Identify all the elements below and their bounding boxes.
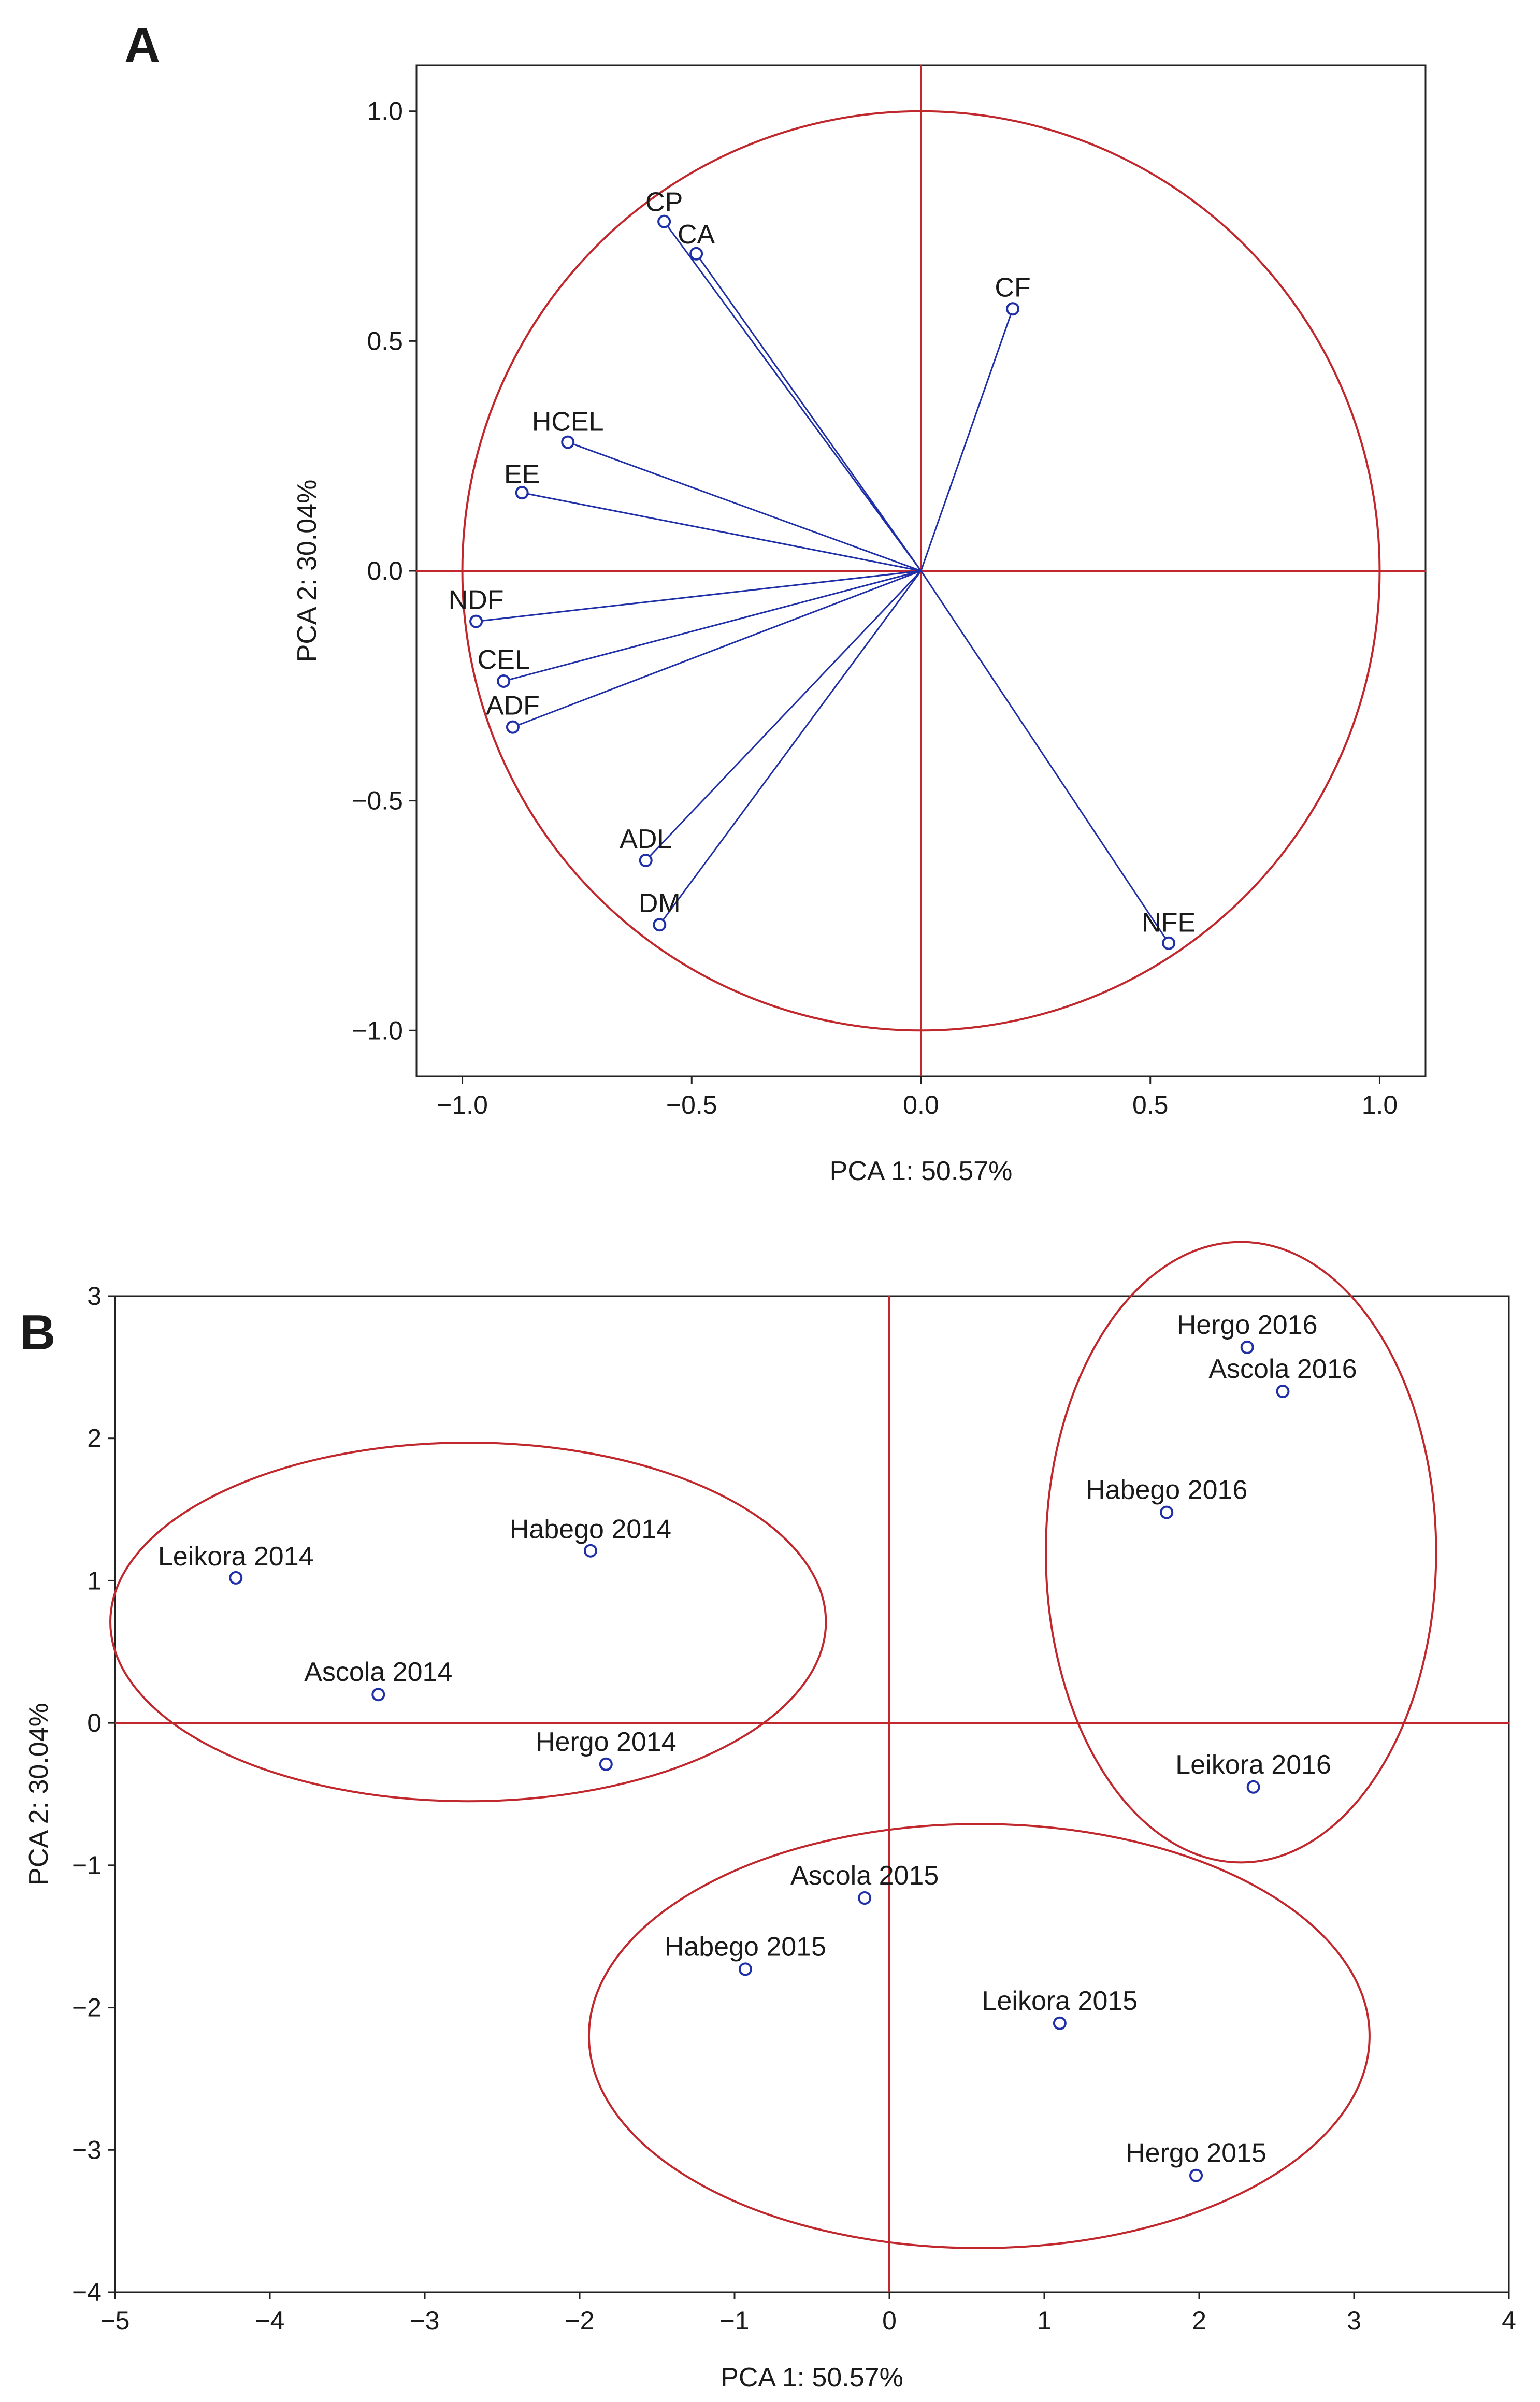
x-tick-label: 2	[1192, 2306, 1206, 2335]
data-point-dm	[653, 918, 667, 932]
y-tick-label: 3	[87, 1282, 102, 1311]
x-axis-title: PCA 1: 50.57%	[721, 2363, 903, 2393]
data-label-adl: ADL	[620, 824, 672, 854]
group-ellipse-2016	[1044, 1241, 1437, 1864]
data-point-ndf	[469, 614, 483, 628]
data-label-habego-2016: Habego 2016	[1086, 1475, 1247, 1505]
data-point-cel	[497, 674, 511, 688]
data-label-nfe: NFE	[1142, 908, 1196, 938]
data-label-hcel: HCEL	[532, 407, 604, 437]
data-label-cel: CEL	[478, 645, 530, 675]
data-label-hergo-2015: Hergo 2015	[1126, 2138, 1266, 2168]
data-label-ascola-2014: Ascola 2014	[304, 1657, 452, 1687]
data-label-ee: EE	[504, 459, 540, 490]
data-point-ascola-2015	[858, 1891, 872, 1905]
x-tick-label: −4	[255, 2306, 284, 2335]
y-tick-label: −2	[72, 1993, 102, 2022]
x-tick-label: −3	[410, 2306, 439, 2335]
group-ellipse-2014	[109, 1441, 827, 1803]
x-tick-label: −1	[719, 2306, 749, 2335]
data-label-hergo-2014: Hergo 2014	[536, 1727, 677, 1757]
data-point-ascola-2016	[1276, 1385, 1290, 1399]
data-label-hergo-2016: Hergo 2016	[1177, 1310, 1318, 1340]
data-point-habego-2014	[583, 1544, 597, 1558]
data-point-cp	[657, 214, 671, 228]
data-point-hergo-2014	[599, 1757, 613, 1771]
data-label-habego-2015: Habego 2015	[665, 1932, 826, 1962]
data-label-ascola-2015: Ascola 2015	[790, 1861, 939, 1891]
data-point-nfe	[1162, 936, 1176, 950]
loading-vector-cp	[663, 221, 922, 571]
loading-vector-ndf	[476, 570, 922, 623]
loading-vector-hcel	[567, 441, 922, 572]
loadings-chart: −1.0 −0.5 0.0 0.5 1.0 −1.0 −0.5 0.0 0.5 1.0 PCA 1:…	[292, 64, 1427, 1186]
y-tick-label: −4	[72, 2278, 102, 2307]
data-label-dm: DM	[639, 888, 681, 918]
y-tick-label: 0	[87, 1708, 102, 1737]
data-point-adl	[639, 853, 653, 867]
data-point-ee	[515, 486, 529, 500]
x-tick-label: 1	[1037, 2306, 1052, 2335]
data-label-ca: CA	[678, 220, 715, 250]
loading-vector-adl	[645, 570, 922, 861]
data-label-leikora-2014: Leikora 2014	[158, 1542, 314, 1572]
data-point-leikora-2014	[229, 1571, 243, 1585]
data-point-leikora-2016	[1246, 1780, 1260, 1794]
data-point-hergo-2016	[1240, 1340, 1254, 1354]
x-axis-title: PCA 1: 50.57%	[830, 1156, 1013, 1186]
loading-vector-ca	[695, 253, 922, 571]
data-point-hcel	[561, 435, 575, 449]
y-tick-label: 2	[87, 1424, 102, 1453]
data-label-adf: ADF	[486, 691, 540, 721]
correlation-circle	[461, 110, 1381, 1032]
y-tick-label: 0.0	[367, 556, 403, 585]
x-tick-label: 0.5	[1132, 1090, 1169, 1119]
loading-vector-cf	[920, 308, 1014, 571]
loading-vector-nfe	[920, 570, 1170, 944]
x-tick-label: −0.5	[666, 1090, 717, 1119]
x-tick-label: 0.0	[903, 1090, 939, 1119]
data-label-leikora-2015: Leikora 2015	[982, 1986, 1138, 2016]
plot-frame	[114, 1295, 1510, 2293]
loading-vector-cel	[503, 570, 922, 682]
y-tick-label: −1.0	[352, 1016, 403, 1045]
x-tick-label: −5	[100, 2306, 129, 2335]
x-tick-label: 0	[882, 2306, 897, 2335]
y-tick-label: −1	[72, 1851, 102, 1880]
panel-a-letter: A	[124, 18, 160, 73]
x-tick-label: 3	[1347, 2306, 1361, 2335]
data-label-ascola-2016: Ascola 2016	[1208, 1354, 1357, 1384]
y-tick-label: 1	[87, 1566, 102, 1595]
data-point-habego-2015	[738, 1962, 752, 1976]
data-point-cf	[1006, 302, 1020, 316]
x-tick-label: 1.0	[1362, 1090, 1398, 1119]
data-point-leikora-2015	[1053, 2016, 1067, 2030]
y-tick-label: −0.5	[352, 786, 403, 815]
x-tick-label: −1.0	[437, 1090, 488, 1119]
data-label-leikora-2016: Leikora 2016	[1175, 1750, 1331, 1780]
data-point-ascola-2014	[371, 1688, 385, 1702]
data-point-ca	[689, 247, 703, 261]
group-ellipse-2015	[587, 1823, 1371, 2249]
data-point-hergo-2015	[1189, 2168, 1203, 2182]
y-tick-label: 0.5	[367, 326, 403, 355]
loading-vector-ee	[522, 492, 922, 572]
x-tick-label: −2	[565, 2306, 594, 2335]
data-label-habego-2014: Habego 2014	[510, 1515, 671, 1545]
y-axis-title: PCA 2: 30.04%	[24, 1703, 54, 1886]
panel-b-letter: B	[20, 1305, 55, 1360]
data-label-ndf: NDF	[449, 585, 504, 615]
y-axis-title: PCA 2: 30.04%	[292, 480, 322, 663]
data-label-cp: CP	[645, 188, 683, 218]
data-point-habego-2016	[1160, 1505, 1174, 1519]
loading-vector-adf	[512, 570, 922, 728]
y-tick-label: 1.0	[367, 97, 403, 126]
data-point-adf	[506, 720, 520, 734]
y-tick-label: −3	[72, 2135, 102, 2164]
loading-vector-dm	[659, 570, 922, 926]
data-label-cf: CF	[995, 272, 1030, 303]
x-tick-label: 4	[1502, 2306, 1516, 2335]
